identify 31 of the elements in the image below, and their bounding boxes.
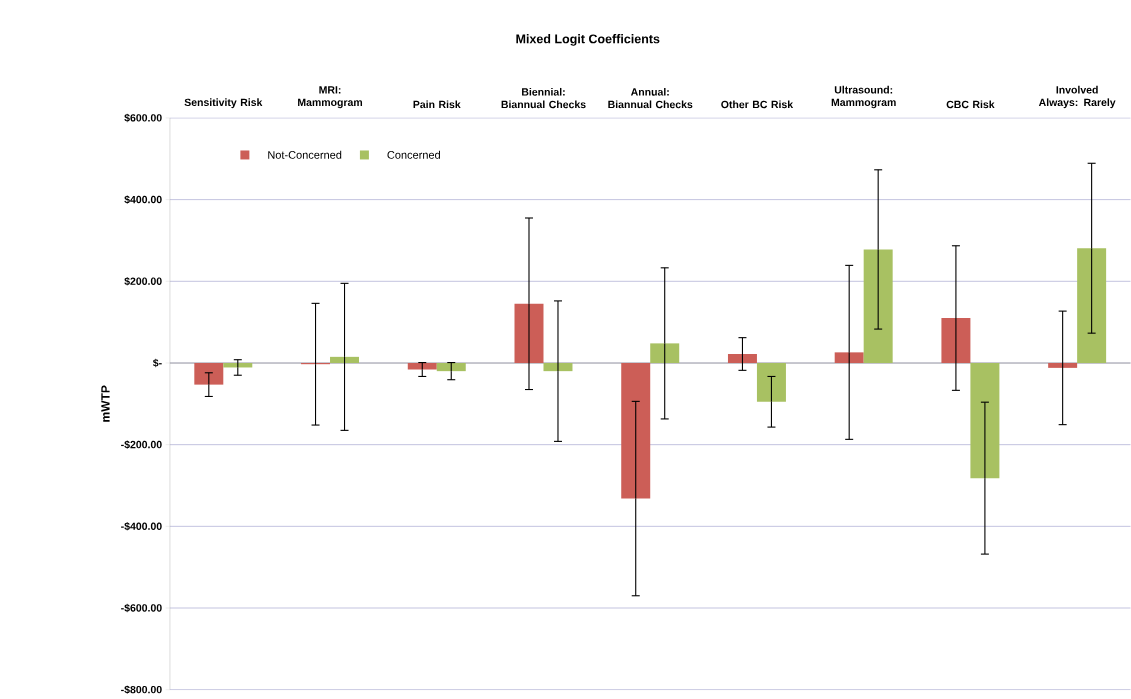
bar: [407, 363, 437, 370]
y-tick-label: $400.00: [124, 195, 162, 205]
x-tick-label: Annual: Biannual Checks: [608, 88, 693, 109]
bar: [436, 363, 466, 372]
bar: [194, 363, 224, 385]
x-tick-label: Ultrasound: Mammogram: [831, 85, 896, 109]
y-tick-label: -$400.00: [121, 522, 162, 531]
x-tick-label: CBC Risk: [946, 100, 995, 109]
y-tick-label: -$600.00: [121, 603, 162, 613]
bar: [834, 352, 864, 364]
x-tick-label: Sensitivity Risk: [184, 98, 263, 109]
bar: [543, 363, 573, 372]
bar: [1048, 363, 1078, 369]
x-tick-label: Involved Always: Rarely: [1038, 86, 1116, 109]
y-tick-label: -$200.00: [121, 440, 162, 450]
y-tick-label: $600.00: [124, 113, 162, 123]
bar: [941, 318, 971, 364]
chart-title: Mixed Logit Coefficients: [516, 34, 660, 46]
x-tick-label: Biennial: Biannual Checks: [501, 88, 586, 109]
bar: [650, 343, 680, 364]
bar: [330, 357, 360, 364]
y-axis-title: mWTP: [101, 385, 110, 422]
x-tick-label: Other BC Risk: [721, 100, 794, 109]
legend-label: Concerned: [387, 150, 440, 159]
x-tick-label: Pain Risk: [413, 100, 461, 109]
x-tick-label: MRI: Mammogram: [298, 86, 363, 109]
legend-label: Not-Concerned: [268, 150, 342, 159]
y-tick-label: -$800.00: [121, 685, 162, 695]
bar: [727, 354, 757, 364]
y-tick-label: $200.00: [124, 277, 162, 286]
y-tick-label: $-: [152, 358, 162, 368]
